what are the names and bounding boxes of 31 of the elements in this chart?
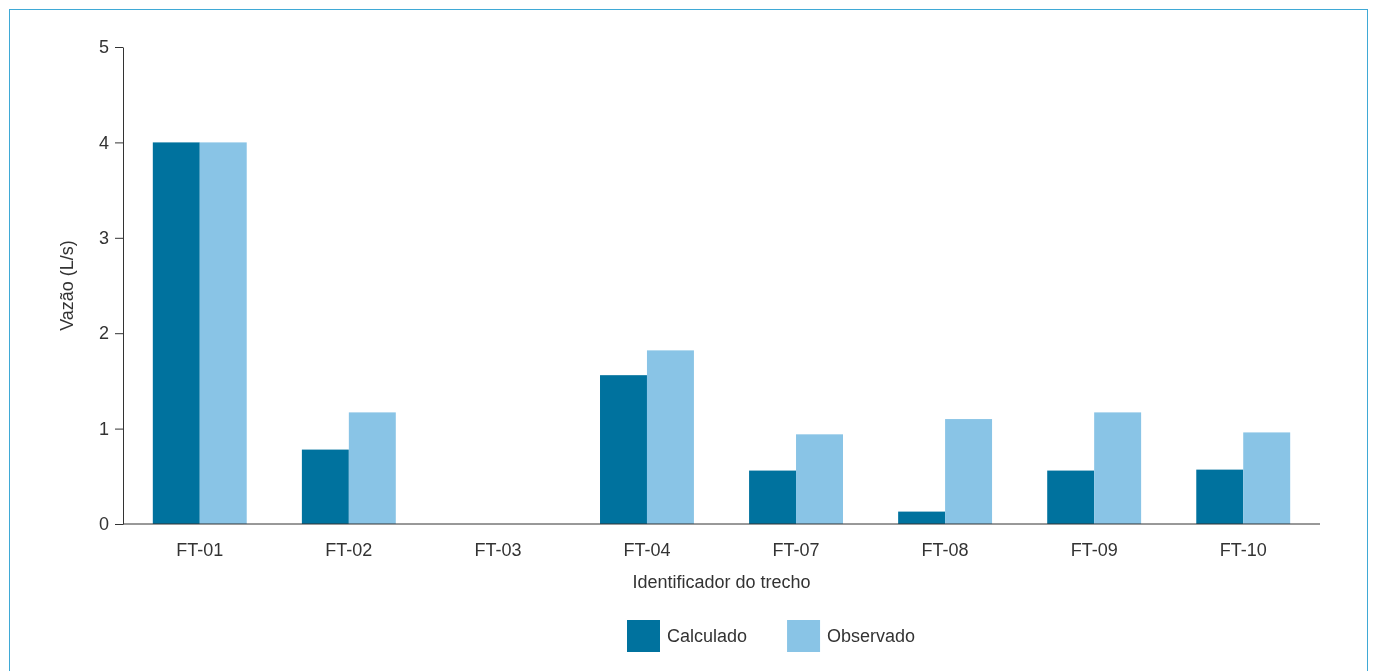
bar	[152, 142, 200, 524]
x-tick-label: FT-08	[921, 539, 969, 560]
y-tick-label: 5	[98, 37, 109, 58]
y-tick-label: 1	[98, 418, 109, 439]
y-tick-label: 4	[98, 132, 109, 153]
legend-label: Calculado	[667, 626, 748, 646]
bar	[1243, 432, 1291, 524]
y-tick-label: 0	[98, 514, 109, 535]
y-tick-label: 3	[98, 228, 109, 249]
bar	[348, 412, 396, 524]
bar	[1196, 469, 1244, 524]
legend-label: Observado	[827, 626, 916, 646]
bar	[301, 449, 349, 524]
x-tick-label: FT-02	[325, 539, 373, 560]
y-axis-title: Vazão (L/s)	[57, 240, 77, 331]
bar	[1094, 412, 1142, 524]
bar	[600, 375, 647, 524]
bar	[199, 142, 247, 524]
x-tick-label: FT-07	[772, 539, 820, 560]
bar	[945, 419, 993, 524]
x-tick-label: FT-09	[1070, 539, 1118, 560]
y-tick-label: 2	[98, 323, 109, 344]
bar	[646, 350, 694, 524]
x-tick-label: FT-01	[176, 539, 224, 560]
bar	[796, 434, 843, 524]
x-tick-label: FT-03	[474, 539, 522, 560]
bar	[749, 470, 797, 524]
bar	[1047, 470, 1095, 524]
x-axis-title: Identificador do trecho	[632, 572, 811, 592]
x-tick-label: FT-10	[1219, 539, 1267, 560]
x-tick-label: FT-04	[623, 539, 671, 560]
